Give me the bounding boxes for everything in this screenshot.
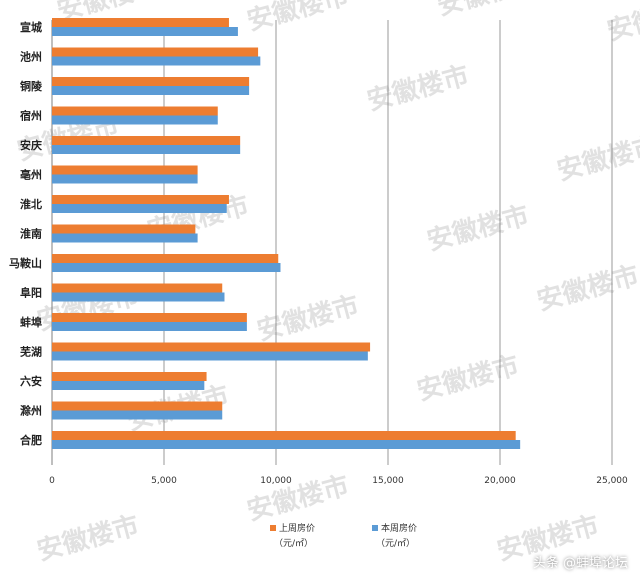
bar-last-week-8 — [52, 254, 279, 263]
legend-label-1: 本周房价 — [381, 522, 417, 534]
bar-last-week-1 — [52, 47, 259, 57]
x-tick-4: 20,000 — [484, 476, 516, 486]
watermark-16: 安徽楼市 — [34, 510, 142, 567]
bar-this-week-5 — [52, 174, 198, 184]
x-tick-0: 0 — [49, 476, 55, 486]
watermark-1: 安徽楼市 — [244, 0, 352, 37]
bar-this-week-6 — [52, 204, 227, 213]
category-label-0: 宣城 — [20, 20, 42, 34]
legend-swatch-1 — [372, 525, 378, 531]
bar-this-week-7 — [52, 233, 198, 243]
watermark-8: 安徽楼市 — [424, 200, 532, 257]
category-label-13: 滁州 — [20, 404, 42, 418]
bar-this-week-14 — [52, 440, 521, 449]
bar-this-week-3 — [52, 115, 218, 125]
bar-this-week-4 — [52, 145, 241, 154]
category-label-2: 铜陵 — [19, 79, 43, 93]
legend-unit-1: （元/㎡） — [376, 538, 415, 549]
bar-last-week-10 — [52, 313, 247, 322]
bar-last-week-4 — [52, 136, 241, 145]
x-tick-labels: 0 5,000 10,000 15,000 20,000 25,000 — [49, 476, 628, 486]
category-label-7: 淮南 — [20, 227, 42, 241]
bar-last-week-13 — [52, 401, 223, 411]
category-label-14: 合肥 — [20, 433, 42, 447]
watermark-3: 安徽楼市 — [604, 0, 640, 47]
category-label-1: 池州 — [20, 50, 42, 64]
x-tick-5: 25,000 — [596, 476, 628, 486]
category-label-3: 宿州 — [20, 109, 42, 123]
category-label-12: 六安 — [20, 374, 42, 388]
category-label-10: 蚌埠 — [20, 315, 42, 329]
bar-last-week-11 — [52, 342, 371, 352]
category-label-11: 芜湖 — [20, 345, 42, 359]
category-label-9: 阜阳 — [20, 286, 42, 300]
x-tick-1: 5,000 — [151, 476, 177, 486]
source-tag: 头条 @蚌埠论坛 — [532, 556, 628, 571]
bars — [52, 18, 521, 449]
bar-last-week-14 — [52, 431, 516, 440]
bar-last-week-5 — [52, 165, 198, 175]
legend-swatch-0 — [270, 525, 276, 531]
bar-this-week-10 — [52, 322, 247, 331]
x-tick-2: 10,000 — [260, 476, 292, 486]
watermark-6: 安徽楼市 — [554, 130, 640, 187]
category-label-6: 淮北 — [20, 197, 42, 211]
bar-last-week-9 — [52, 283, 223, 293]
bar-last-week-2 — [52, 77, 250, 86]
x-tick-3: 15,000 — [372, 476, 404, 486]
watermark-5: 安徽楼市 — [364, 60, 472, 117]
legend: 上周房价 （元/㎡） 本周房价 （元/㎡） — [270, 522, 417, 549]
bar-last-week-0 — [52, 18, 229, 27]
legend-label-0: 上周房价 — [279, 522, 315, 534]
bar-last-week-12 — [52, 372, 207, 381]
bar-this-week-1 — [52, 56, 261, 66]
category-label-8: 马鞍山 — [9, 256, 42, 270]
bar-this-week-12 — [52, 381, 205, 390]
category-label-4: 安庆 — [20, 138, 42, 152]
legend-unit-0: （元/㎡） — [274, 538, 313, 549]
watermark-2: 安徽楼市 — [434, 0, 542, 22]
bar-this-week-8 — [52, 263, 281, 272]
bar-this-week-9 — [52, 292, 225, 302]
watermark-11: 安徽楼市 — [534, 260, 640, 317]
category-label-5: 亳州 — [20, 168, 42, 182]
bar-this-week-2 — [52, 86, 250, 95]
bar-this-week-0 — [52, 27, 238, 36]
bar-this-week-11 — [52, 351, 368, 361]
bar-last-week-3 — [52, 106, 218, 116]
bar-this-week-13 — [52, 410, 223, 420]
gridlines — [51, 20, 613, 465]
watermark-12: 安徽楼市 — [414, 350, 522, 407]
bar-last-week-6 — [52, 195, 229, 204]
bar-last-week-7 — [52, 224, 196, 234]
watermark-10: 安徽楼市 — [254, 290, 362, 347]
